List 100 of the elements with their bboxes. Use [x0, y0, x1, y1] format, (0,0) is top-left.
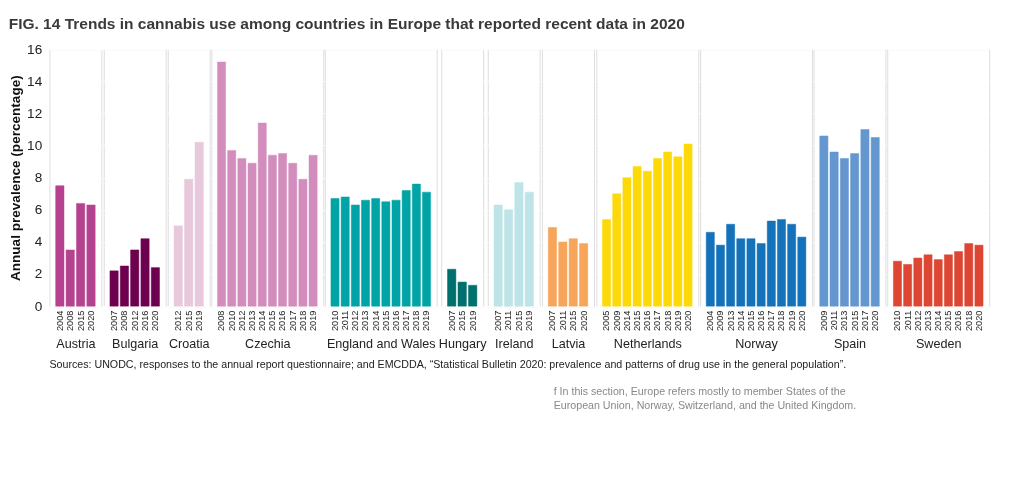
x-tick-label: 2015 — [380, 310, 391, 332]
x-tick-label: 2004 — [705, 310, 716, 332]
x-tick-label: 2018 — [297, 310, 308, 332]
x-tick-label: 2012 — [912, 310, 923, 332]
x-tick-label: 2020 — [973, 310, 984, 332]
x-tick-label: 2012 — [350, 310, 361, 332]
x-tick-label: 2019 — [672, 310, 683, 332]
x-axis-title: England and Wales — [326, 337, 436, 352]
y-tick-label: 0 — [34, 298, 43, 314]
x-tick-label: 2020 — [85, 310, 96, 332]
x-tick-label: 2020 — [578, 310, 589, 332]
y-tick-label: 8 — [34, 170, 43, 186]
x-tick-label: 2009 — [611, 310, 622, 332]
x-axis-title: Norway — [735, 337, 779, 352]
x-axis-title: Netherlands — [613, 337, 682, 352]
x-tick-label: 2013 — [922, 310, 933, 332]
x-tick-label: 2017 — [287, 310, 298, 332]
x-tick-label: 2015 — [183, 310, 194, 332]
x-tick-label: 2017 — [401, 310, 412, 332]
x-tick-label: 2015 — [568, 310, 579, 332]
x-tick-label: 2015 — [75, 310, 86, 332]
x-tick-label: 2008 — [119, 310, 130, 332]
x-tick-label: 2016 — [642, 310, 653, 332]
x-tick-label: 2019 — [308, 310, 318, 332]
x-tick-label: 2015 — [745, 310, 756, 332]
x-tick-label: 2019 — [524, 310, 535, 332]
x-axis-title: Bulgaria — [112, 337, 159, 352]
x-tick-label: 2018 — [963, 310, 974, 332]
x-tick-label: 2014 — [257, 310, 268, 332]
x-tick-label: 2015 — [513, 310, 524, 332]
x-tick-label: 2017 — [859, 310, 870, 332]
x-tick-label: 2020 — [150, 310, 161, 332]
x-tick-label: 2008 — [216, 310, 227, 332]
x-tick-label: 2015 — [267, 310, 278, 332]
x-tick-label: 2016 — [139, 310, 150, 332]
x-tick-label: 2013 — [839, 310, 850, 332]
x-tick-label: 2010 — [892, 310, 903, 332]
y-tick-label: 4 — [34, 234, 43, 250]
x-tick-label: 2020 — [682, 310, 693, 332]
y-tick-label: 16 — [27, 41, 43, 57]
x-axis-title: Ireland — [494, 337, 534, 352]
x-axis-title: Sweden — [915, 337, 962, 352]
x-tick-label: 2010 — [226, 310, 237, 332]
y-tick-label: 2 — [34, 266, 43, 282]
x-tick-label: 2009 — [715, 310, 726, 332]
x-axis-title: Croatia — [168, 337, 210, 352]
x-tick-label: 2014 — [621, 310, 632, 332]
x-axis-title: Spain — [833, 337, 867, 352]
x-tick-label: 2017 — [766, 310, 777, 332]
x-tick-label: 2013 — [725, 310, 736, 332]
x-tick-label: 2011 — [503, 310, 514, 331]
x-tick-label: 2007 — [547, 310, 558, 332]
source-note: Sources: UNODC, responses to the annual report questionnaire; and EMCDDA, “Statistical Bulletin 2020: prevalence and patterns of drug use in the general population”. — [49, 358, 847, 371]
x-tick-label: 2011 — [557, 310, 568, 331]
x-axis-title: Latvia — [551, 337, 586, 352]
x-tick-label: 2007 — [108, 310, 119, 332]
x-tick-label: 2015 — [457, 310, 468, 332]
x-tick-label: 2018 — [776, 310, 787, 332]
x-tick-label: 2020 — [796, 310, 807, 332]
x-tick-label: 2014 — [735, 310, 746, 332]
x-tick-label: 2018 — [662, 310, 673, 332]
x-tick-label: 2015 — [943, 310, 954, 332]
x-tick-label: 2018 — [411, 310, 422, 332]
x-tick-label: 2014 — [370, 310, 381, 332]
x-axis-title: Austria — [56, 337, 96, 352]
x-axis-title: Czechia — [245, 337, 291, 352]
x-tick-label: 2011 — [340, 310, 351, 331]
y-tick-label: 14 — [27, 73, 43, 89]
x-tick-label: 2014 — [933, 310, 944, 332]
x-tick-label: 2012 — [236, 310, 247, 332]
x-tick-label: 2013 — [360, 310, 371, 332]
x-tick-label: 2011 — [902, 310, 913, 331]
x-tick-label: 2008 — [65, 310, 76, 332]
x-tick-label: 2007 — [493, 310, 504, 332]
x-tick-label: 2004 — [54, 310, 65, 332]
x-tick-label: 2019 — [421, 310, 432, 332]
y-tick-label: 6 — [34, 202, 43, 218]
x-tick-label: 2019 — [467, 310, 478, 332]
x-tick-label: 2016 — [390, 310, 401, 332]
x-tick-label: 2009 — [818, 310, 829, 332]
y-tick-label: 10 — [27, 137, 43, 153]
x-tick-label: 2016 — [277, 310, 288, 332]
x-tick-label: 2016 — [756, 310, 767, 332]
x-tick-label: 2015 — [849, 310, 860, 332]
y-tick-label: 12 — [27, 105, 43, 121]
text: f In this section, Europe refers mostly to member States of the European Union, Norway, Switzerland, and the United Kingdom. — [553, 385, 857, 411]
x-tick-label: 2005 — [601, 310, 612, 332]
x-tick-label: 2007 — [446, 310, 457, 332]
x-tick-label: 2016 — [953, 310, 964, 332]
x-tick-label: 2013 — [246, 310, 257, 332]
x-tick-label: 2012 — [129, 310, 140, 332]
y-axis-title: Annual prevalence (percentage) — [8, 75, 24, 282]
text: FIG. 14 Trends in cannabis use among countries in Europe that reported recent data in 2020 — [8, 15, 685, 33]
x-tick-label: 2019 — [194, 310, 205, 332]
x-tick-label: 2012 — [173, 310, 184, 332]
x-tick-label: 2017 — [652, 310, 663, 332]
x-axis-title: Hungary — [438, 337, 488, 352]
x-tick-label: 2015 — [632, 310, 643, 332]
x-tick-label: 2010 — [329, 310, 340, 332]
x-tick-label: 2020 — [870, 310, 881, 332]
